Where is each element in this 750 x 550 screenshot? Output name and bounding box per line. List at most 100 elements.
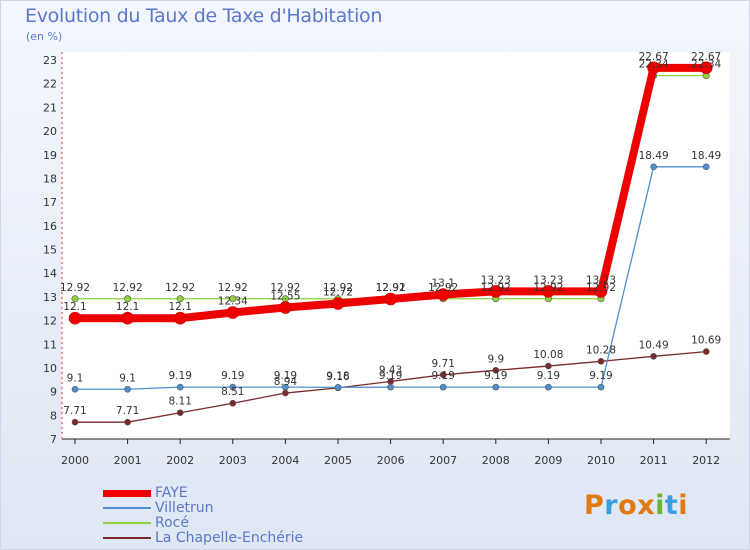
data-point-la-chapelle <box>545 362 552 370</box>
x-tick-label: 2001 <box>114 454 142 467</box>
data-point-faye <box>226 306 240 319</box>
data-label-villetrun: 9.19 <box>537 370 560 382</box>
data-label-roce: 12.92 <box>113 282 143 294</box>
logo-letter: x <box>637 490 656 521</box>
data-label-faye: 12.91 <box>376 282 406 294</box>
data-label-roce: 12.92 <box>323 282 353 294</box>
y-tick-label: 18 <box>43 172 57 185</box>
data-label-faye: 12.55 <box>270 291 300 303</box>
data-point-faye <box>594 285 608 298</box>
x-tick-label: 2007 <box>429 454 457 467</box>
y-tick-label: 16 <box>43 220 57 233</box>
y-tick-label: 7 <box>50 433 57 446</box>
data-label-la-chapelle: 8.94 <box>274 376 298 388</box>
data-label-faye: 12.1 <box>63 301 86 313</box>
logo-letter: P <box>584 490 605 521</box>
data-label-la-chapelle: 10.69 <box>691 335 721 347</box>
x-tick-label: 2004 <box>271 454 299 467</box>
x-tick-label: 2010 <box>587 454 615 467</box>
x-tick-label: 2009 <box>534 454 562 467</box>
legend-label-roce: Rocé <box>155 515 189 531</box>
x-tick-label: 2000 <box>61 454 89 467</box>
y-tick-label: 22 <box>43 78 57 91</box>
y-tick-label: 20 <box>43 125 57 138</box>
data-point-villetrun <box>702 163 710 171</box>
y-tick-label: 19 <box>43 149 57 162</box>
data-label-roce: 12.92 <box>533 282 563 294</box>
data-point-villetrun <box>597 383 605 391</box>
data-point-villetrun <box>282 383 289 391</box>
x-tick-label: 2012 <box>692 454 720 467</box>
data-label-villetrun: 9.1 <box>67 372 84 384</box>
data-label-la-chapelle: 7.71 <box>116 405 139 417</box>
data-label-roce: 12.92 <box>376 282 406 294</box>
x-tick-label: 2011 <box>640 454 668 467</box>
data-point-villetrun <box>71 385 79 393</box>
data-point-la-chapelle <box>176 409 184 417</box>
y-tick-label: 23 <box>43 54 57 67</box>
data-point-faye <box>279 301 292 314</box>
data-point-faye <box>542 285 555 298</box>
logo-letter: i <box>655 490 665 521</box>
data-point-villetrun <box>439 383 447 391</box>
data-label-villetrun: 18.49 <box>691 150 721 162</box>
data-label-villetrun: 18.49 <box>639 150 669 162</box>
legend-label-la-chapelle: La Chapelle-Enchérie <box>155 530 304 546</box>
data-point-faye <box>68 311 82 325</box>
data-point-roce <box>229 295 237 303</box>
data-label-villetrun: 9.19 <box>169 370 192 382</box>
data-label-faye: 22.67 <box>691 51 721 63</box>
data-point-villetrun <box>176 383 184 391</box>
x-tick-label: 2006 <box>377 454 405 467</box>
data-label-la-chapelle: 9.71 <box>432 358 455 370</box>
data-label-la-chapelle: 10.28 <box>586 344 616 356</box>
logo-letter: t <box>664 490 679 521</box>
data-point-faye <box>489 285 503 298</box>
data-label-villetrun: 9.1 <box>119 372 136 384</box>
logo-letter: r <box>604 490 619 521</box>
legend-item-faye: FAYE <box>103 486 188 500</box>
y-tick-label: 15 <box>43 244 57 257</box>
data-point-villetrun <box>334 384 342 391</box>
data-label-faye: 12.34 <box>218 296 248 308</box>
data-point-roce <box>71 295 79 303</box>
legend-swatch-villetrun <box>103 507 151 509</box>
y-tick-label: 17 <box>43 196 57 209</box>
legend-item-la-chapelle: La Chapelle-Enchérie <box>103 531 303 545</box>
data-point-la-chapelle <box>702 348 710 355</box>
data-point-villetrun <box>650 163 657 171</box>
legend-label-faye: FAYE <box>155 485 188 501</box>
x-tick-label: 2002 <box>166 454 194 467</box>
data-label-la-chapelle: 9.16 <box>326 371 350 383</box>
data-label-roce: 12.92 <box>428 282 458 294</box>
data-point-faye <box>384 292 397 306</box>
data-point-faye <box>173 311 187 325</box>
data-label-villetrun: 9.19 <box>432 370 455 382</box>
data-point-villetrun <box>229 383 237 391</box>
data-point-villetrun <box>492 383 500 391</box>
data-point-faye <box>647 61 660 75</box>
data-label-faye: 13.1 <box>432 278 455 290</box>
data-point-roce <box>176 295 184 303</box>
y-tick-label: 10 <box>43 362 57 375</box>
logo-letter: o <box>618 490 638 521</box>
data-label-faye: 13.23 <box>586 274 616 286</box>
data-point-faye <box>699 61 713 75</box>
data-point-villetrun <box>387 383 394 391</box>
data-label-faye: 13.23 <box>481 274 511 286</box>
y-unit-label: (en %) <box>26 30 63 43</box>
y-tick-label: 12 <box>43 315 57 328</box>
data-point-la-chapelle <box>71 418 79 426</box>
data-label-la-chapelle: 9.43 <box>379 364 402 376</box>
data-label-la-chapelle: 10.49 <box>639 339 669 351</box>
data-label-roce: 12.92 <box>586 282 616 294</box>
legend-item-roce: Rocé <box>103 516 189 530</box>
data-label-villetrun: 9.19 <box>221 370 244 382</box>
data-label-la-chapelle: 8.51 <box>221 386 244 398</box>
chart-title: Evolution du Taux de Taxe d'Habitation <box>25 5 383 27</box>
data-label-la-chapelle: 8.11 <box>169 396 192 408</box>
data-label-faye: 12.72 <box>323 287 353 299</box>
data-label-villetrun: 9.18 <box>326 370 349 382</box>
data-label-roce: 12.92 <box>270 282 300 294</box>
